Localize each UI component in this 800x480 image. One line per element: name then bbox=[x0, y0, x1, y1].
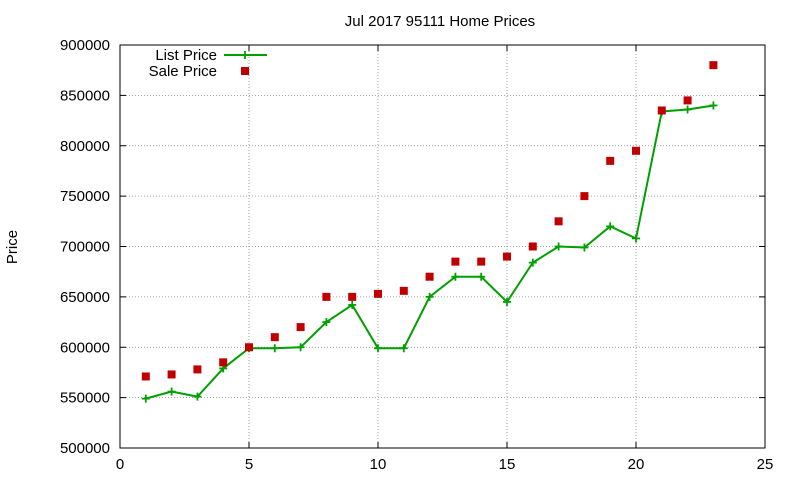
list-price-point-0 bbox=[141, 394, 150, 403]
chart-title: Jul 2017 95111 Home Prices bbox=[345, 13, 535, 30]
list-price-point-7 bbox=[322, 318, 331, 327]
list-price-point-10 bbox=[399, 344, 408, 353]
sale-price-point-20 bbox=[657, 106, 666, 115]
tick-labels: 0 5 10 15 20 25 500000 550000 600000 650000 700000… bbox=[60, 37, 773, 473]
sale-price-point-9 bbox=[374, 289, 382, 298]
sale-price-point-0 bbox=[141, 372, 150, 381]
list-price-point-13 bbox=[477, 272, 486, 281]
sale-price-point-19 bbox=[632, 146, 640, 155]
sale-price-point-12 bbox=[451, 257, 460, 266]
sale-price-point-7 bbox=[322, 292, 331, 301]
sale-price-point-10 bbox=[399, 286, 408, 295]
list-price-point-8 bbox=[348, 300, 357, 309]
sale-price-point-5 bbox=[270, 333, 279, 342]
sale-price-point-8 bbox=[348, 292, 357, 301]
list-price-point-15 bbox=[528, 258, 537, 267]
sale-price-point-21 bbox=[683, 96, 692, 105]
list-price-point-21 bbox=[683, 105, 692, 114]
y-tick-label-5: 750000 bbox=[60, 188, 110, 205]
sale-price-point-16 bbox=[554, 217, 563, 226]
legend-swatch-sale-price bbox=[241, 67, 249, 75]
y-tick-label-0: 500000 bbox=[60, 440, 110, 457]
sale-price-point-2 bbox=[193, 365, 202, 374]
y-tick-label-6: 800000 bbox=[60, 138, 110, 155]
sale-price-point-11 bbox=[425, 272, 434, 281]
x-tick-label-1: 5 bbox=[245, 456, 253, 473]
x-tick-label-5: 25 bbox=[757, 456, 774, 473]
sale-price-point-22 bbox=[709, 61, 718, 70]
list-price-point-5 bbox=[270, 344, 279, 353]
list-price-point-19 bbox=[632, 234, 640, 243]
legend-label-0: List Price bbox=[155, 47, 217, 64]
series-layer bbox=[141, 61, 718, 403]
legend-label-1: Sale Price bbox=[149, 63, 217, 80]
series-1 bbox=[141, 61, 718, 381]
y-tick-label-2: 600000 bbox=[60, 339, 110, 356]
list-price-point-18 bbox=[606, 222, 615, 231]
list-price-point-9 bbox=[374, 344, 382, 353]
y-tick-label-1: 550000 bbox=[60, 390, 110, 407]
y-tick-label-7: 850000 bbox=[60, 87, 110, 104]
y-tick-label-8: 900000 bbox=[60, 37, 110, 54]
grid-lines bbox=[120, 45, 765, 448]
sale-price-point-6 bbox=[296, 323, 305, 332]
y-axis-label: Price bbox=[4, 230, 21, 264]
sale-price-point-4 bbox=[245, 343, 253, 352]
sale-price-point-13 bbox=[477, 257, 486, 266]
sale-price-point-18 bbox=[606, 156, 615, 165]
x-tick-label-2: 10 bbox=[370, 456, 387, 473]
list-price-point-2 bbox=[193, 392, 202, 401]
list-price-point-17 bbox=[580, 243, 589, 252]
x-tick-label-0: 0 bbox=[116, 456, 124, 473]
plot-frame bbox=[119, 44, 766, 449]
list-price-point-6 bbox=[296, 343, 305, 352]
list-price-point-14 bbox=[503, 297, 511, 306]
x-tick-label-4: 20 bbox=[628, 456, 645, 473]
list-price-point-12 bbox=[451, 272, 460, 281]
sale-price-point-15 bbox=[528, 242, 537, 251]
series-0 bbox=[141, 101, 718, 403]
sale-price-point-17 bbox=[580, 192, 589, 201]
series-line-list-price bbox=[145, 104, 714, 400]
list-price-point-16 bbox=[554, 242, 563, 251]
sale-price-point-14 bbox=[503, 252, 511, 261]
y-tick-label-3: 650000 bbox=[60, 289, 110, 306]
list-price-point-11 bbox=[425, 292, 434, 301]
list-price-point-22 bbox=[709, 101, 718, 110]
list-price-point-1 bbox=[167, 387, 176, 396]
x-tick-label-3: 15 bbox=[499, 456, 516, 473]
sale-price-point-1 bbox=[167, 370, 176, 379]
y-tick-label-4: 700000 bbox=[60, 239, 110, 256]
sale-price-point-3 bbox=[219, 358, 228, 367]
